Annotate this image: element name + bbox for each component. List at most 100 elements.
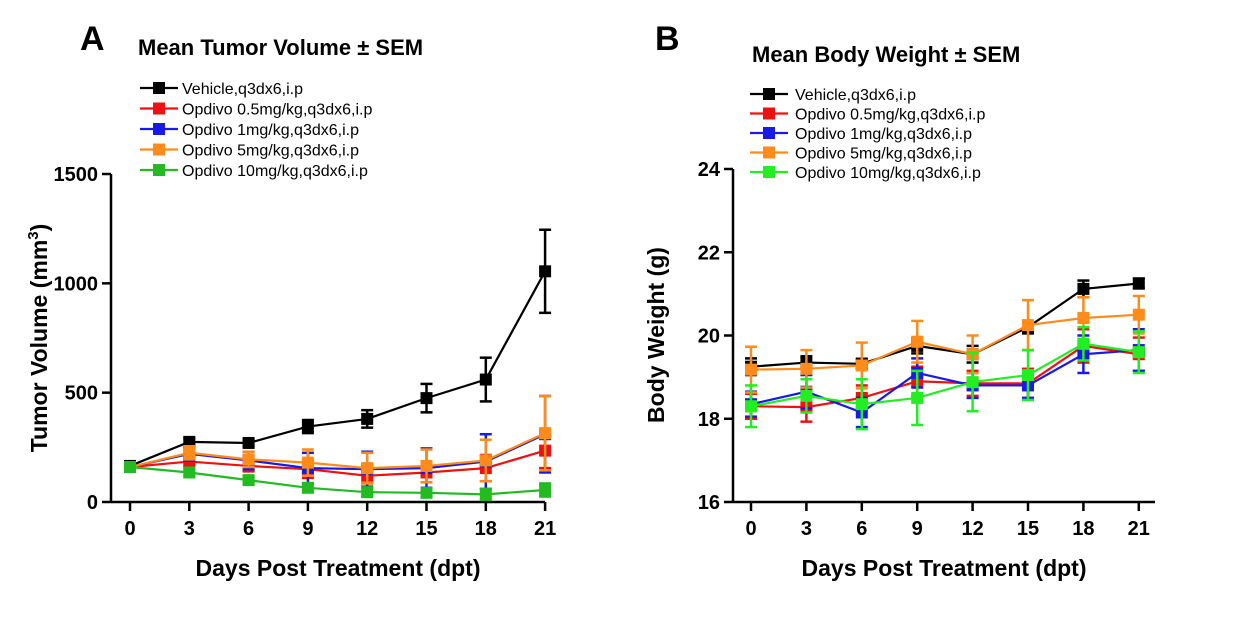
legend-marker <box>763 107 775 120</box>
y-tick-label: 1000 <box>54 273 99 295</box>
data-point <box>301 456 314 469</box>
y-axis-label-b: Body Weight (g) <box>643 247 669 423</box>
legend-label: Opdivo 1mg/kg,q3dx6,i.p <box>182 122 359 139</box>
series-5 <box>124 461 552 502</box>
series-line <box>750 344 1139 409</box>
x-tick-label: 12 <box>961 518 983 540</box>
x-tick-label: 21 <box>534 518 556 540</box>
y-axis-label-a-close: ) <box>26 224 52 232</box>
panel-letter-a: A <box>80 20 105 58</box>
data-point <box>183 446 196 459</box>
y-axis-label-a-main: Tumor Volume (mm <box>26 240 52 453</box>
series-line <box>129 449 546 477</box>
data-point <box>1022 369 1034 382</box>
legend-marker <box>763 127 775 139</box>
y-tick-label: 20 <box>698 326 720 348</box>
legend-marker <box>153 82 165 94</box>
data-point <box>301 420 314 433</box>
legend-label: Opdivo 5mg/kg,q3dx6,i.p <box>795 146 972 163</box>
y-axis-ticks-a: 0 500 1000 1500 <box>54 164 111 514</box>
data-point <box>301 481 314 494</box>
panel-letter-b: B <box>655 20 680 58</box>
x-tick-label: 6 <box>856 518 867 540</box>
panel-a: A Mean Tumor Volume ± SEM Vehicle,q3dx6,… <box>25 20 556 581</box>
y-tick-label: 0 <box>87 492 98 514</box>
legend-label: Opdivo 10mg/kg,q3dx6,i.p <box>795 165 981 182</box>
x-tick-label: 9 <box>302 518 313 540</box>
data-point <box>1077 312 1090 325</box>
series-line <box>129 432 546 470</box>
legend-marker <box>153 164 165 176</box>
data-point <box>539 265 552 278</box>
data-point <box>242 453 255 466</box>
x-tick-label: 6 <box>243 518 254 540</box>
legend-item: Opdivo 1mg/kg,q3dx6,i.p <box>750 126 972 143</box>
data-point <box>361 462 374 475</box>
y-tick-label: 18 <box>698 409 720 431</box>
x-axis-label-b: Days Post Treatment (dpt) <box>802 555 1087 581</box>
x-tick-label: 12 <box>356 518 378 540</box>
chart-title-b: Mean Body Weight ± SEM <box>752 42 1020 67</box>
y-tick-label: 22 <box>698 242 720 264</box>
legend-a: Vehicle,q3dx6,i.p Opdivo 0.5mg/kg,q3dx6,i… <box>140 81 372 180</box>
legend-marker <box>153 123 165 135</box>
series-line <box>750 282 1139 368</box>
legend-item: Opdivo 1mg/kg,q3dx6,i.p <box>140 122 359 139</box>
panel-b: B Mean Body Weight ± SEM Vehicle,q3dx6,i… <box>643 20 1155 581</box>
data-point <box>420 459 433 472</box>
legend-item: Vehicle,q3dx6,i.p <box>750 87 916 104</box>
x-tick-label: 3 <box>184 518 195 540</box>
data-point <box>1077 282 1090 295</box>
x-axis-ticks-b: 0 3 6 9 12 15 18 21 <box>745 502 1150 540</box>
data-point <box>966 376 979 389</box>
legend-marker <box>763 88 775 100</box>
legend-item: Opdivo 0.5mg/kg,q3dx6,i.p <box>750 107 985 124</box>
series-line <box>750 342 1139 408</box>
x-tick-label: 15 <box>415 518 437 540</box>
data-point <box>745 400 757 413</box>
chart-title-a: Mean Tumor Volume ± SEM <box>138 35 423 60</box>
data-point <box>361 412 374 425</box>
data-point <box>855 398 868 411</box>
legend-label: Opdivo 0.5mg/kg,q3dx6,i.p <box>182 102 372 119</box>
legend-marker <box>763 166 775 178</box>
data-point <box>911 391 924 404</box>
series-5 <box>745 325 1145 431</box>
legend-item: Opdivo 5mg/kg,q3dx6,i.p <box>140 143 359 160</box>
data-point <box>242 436 255 449</box>
data-point <box>539 427 552 440</box>
series-line <box>750 348 1139 414</box>
legend-marker <box>153 143 165 156</box>
x-tick-label: 0 <box>124 518 135 540</box>
data-point <box>420 392 433 405</box>
series-line <box>129 270 547 467</box>
y-axis-ticks-b: 16 18 20 22 24 <box>698 159 733 514</box>
x-axis-ticks-a: 0 3 6 9 12 15 18 21 <box>124 502 556 540</box>
x-tick-label: 21 <box>1128 518 1150 540</box>
data-point <box>539 483 552 496</box>
y-tick-label: 500 <box>65 383 98 405</box>
y-tick-label: 16 <box>698 492 720 514</box>
data-point <box>242 474 255 487</box>
legend-label: Opdivo 5mg/kg,q3dx6,i.p <box>182 143 359 160</box>
data-point <box>1132 277 1145 290</box>
series-4 <box>124 394 552 485</box>
data-point <box>1022 319 1034 332</box>
data-point <box>1132 346 1145 359</box>
data-point <box>1077 337 1090 350</box>
x-tick-label: 15 <box>1017 518 1039 540</box>
legend-label: Vehicle,q3dx6,i.p <box>182 81 303 98</box>
data-point <box>1132 308 1145 321</box>
y-tick-label: 24 <box>698 159 721 181</box>
legend-label: Opdivo 0.5mg/kg,q3dx6,i.p <box>795 107 985 124</box>
data-point <box>124 461 136 474</box>
data-point <box>183 435 196 448</box>
data-point <box>800 362 813 375</box>
data-point <box>420 486 433 499</box>
x-tick-label: 18 <box>475 518 497 540</box>
data-point <box>479 454 492 467</box>
data-point <box>183 466 196 479</box>
legend-item: Opdivo 10mg/kg,q3dx6,i.p <box>750 165 981 182</box>
legend-item: Opdivo 5mg/kg,q3dx6,i.p <box>750 146 972 163</box>
